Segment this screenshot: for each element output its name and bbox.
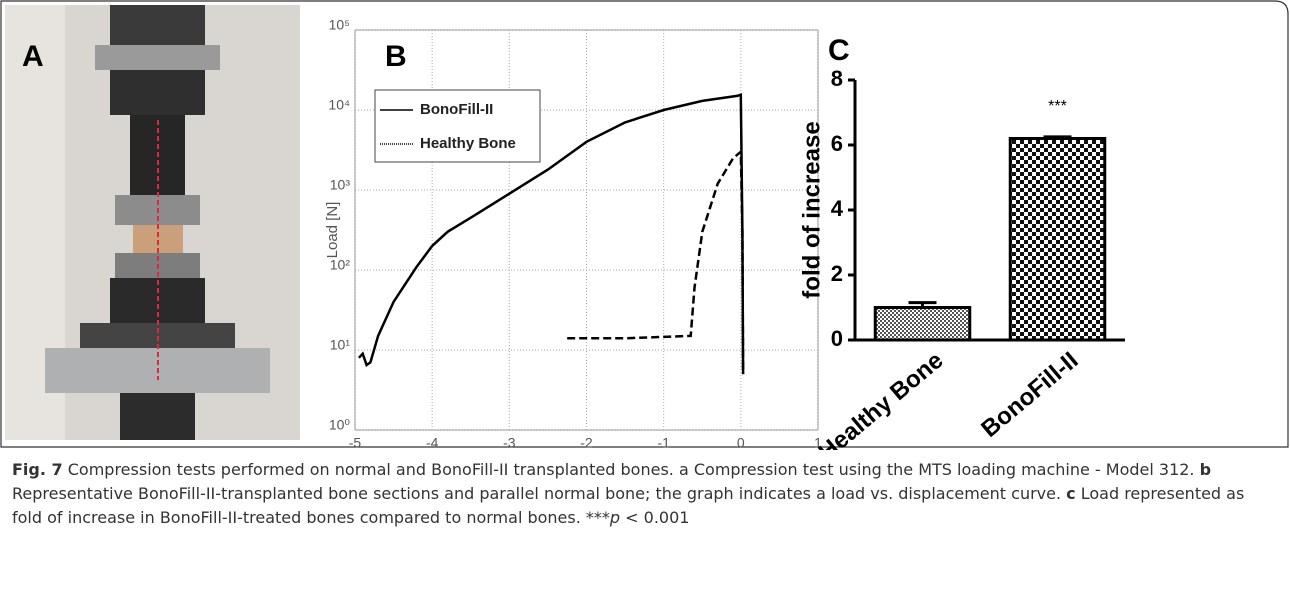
y-tick-label: 0 <box>831 326 843 351</box>
y-tick-label: 6 <box>831 131 843 156</box>
line-series <box>567 149 745 375</box>
caption-run: < 0.001 <box>620 508 690 527</box>
annotation: *** <box>1048 98 1067 115</box>
caption-run: c <box>1066 484 1076 503</box>
y-tick-label: 10³ <box>330 177 351 193</box>
x-tick-label: -4 <box>426 435 439 450</box>
caption-run: b <box>1199 460 1212 479</box>
legend-label: BonoFill-II <box>420 101 493 118</box>
y-tick-label: 8 <box>831 66 843 91</box>
legend-box <box>374 89 541 163</box>
bar <box>1008 137 1107 342</box>
caption-run: Load represented as fold of increase in … <box>12 484 1245 527</box>
caption-run: Compression tests performed on normal an… <box>62 460 1200 479</box>
x-tick-label: -2 <box>580 435 593 450</box>
x-tick-label: -1 <box>657 435 670 450</box>
error-bar <box>908 301 937 308</box>
caption-run: Representative BonoFill-II-transplanted … <box>12 484 1067 503</box>
y-tick-label: 4 <box>831 196 844 221</box>
bar <box>873 306 972 342</box>
error-bar <box>1043 135 1072 139</box>
y-tick-label: 10⁴ <box>328 97 350 113</box>
x-tick-label: Healthy Bone <box>814 347 949 450</box>
panel-label: C <box>828 34 850 67</box>
x-tick-label: 1 <box>814 435 822 450</box>
y-tick-label: 2 <box>831 261 843 286</box>
figure-frame <box>0 0 1289 448</box>
y-tick-label: 10¹ <box>330 337 351 353</box>
y-tick-label: 10⁵ <box>329 17 350 33</box>
y-axis-label: Load [N] <box>324 202 341 259</box>
panel-label: B <box>385 40 407 73</box>
legend-label: Healthy Bone <box>420 135 516 152</box>
x-tick-label: BonoFill-II <box>976 347 1083 443</box>
y-axis-label: fold of increase <box>798 121 825 298</box>
x-tick-label: 0 <box>737 435 745 450</box>
panel-label: A <box>22 40 44 73</box>
y-tick-label: 10² <box>330 257 351 273</box>
photo <box>5 5 300 440</box>
x-tick-label: -5 <box>349 435 362 450</box>
caption-run: Fig. 7 <box>12 460 63 479</box>
caption: Fig. 7 Compression tests performed on no… <box>12 458 1277 530</box>
y-tick-label: 10⁰ <box>329 417 351 433</box>
line-series <box>357 93 745 375</box>
figure: A 10⁰10¹10²10³10⁴10⁵-5-4-3-2-101Displace… <box>0 0 1289 450</box>
x-tick-label: -3 <box>503 435 516 450</box>
caption-run: p <box>609 508 621 527</box>
